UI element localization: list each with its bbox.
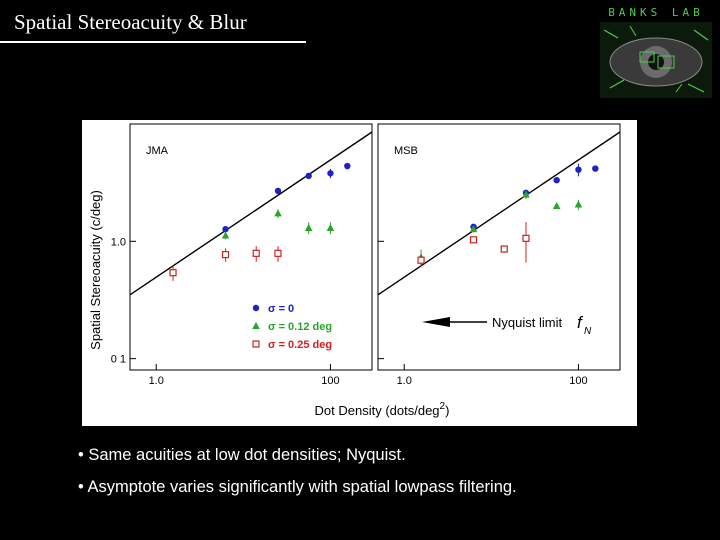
legend-label-0: σ = 0 [268,303,294,315]
y-axis-label: Spatial Stereoacuity (c/deg) [88,190,103,350]
legend-label-2: σ = 0.25 deg [268,339,332,351]
legend-marker-sigma025 [252,340,260,348]
y-tick-label: 1.0 [111,236,126,248]
panel-label-msb: MSB [394,145,418,157]
x-axis-label: Dot Density (dots/deg2) [315,401,450,418]
bullet-list: • Same acuities at low dot densities; Ny… [78,446,698,510]
logo-text: BANKS LAB [608,6,704,19]
data-point-sigma012-msb [522,190,530,198]
stereoacuity-chart: JMA 1.0 100 0 1 1.0 MSB 1.0 100 σ = 0 σ = 0.12 de… [88,123,621,418]
data-point-sigma025-msb [500,245,508,253]
x-tick-label-jma: 100 [321,375,339,387]
data-point-sigma025-jma [221,251,230,259]
legend-marker-sigma0 [252,304,260,312]
data-point-sigma0-jma [274,187,282,195]
data-point-sigma0-jma [327,170,334,177]
bullet-2: • Asymptote varies significantly with sp… [78,478,517,496]
data-point-sigma012-msb [552,202,561,209]
y-tick-label: 0 1 [111,354,126,366]
data-point-sigma012-jma [274,209,282,217]
data-point-sigma025-jma [274,249,282,257]
plot-frame-msb [377,123,621,371]
plot-frame-jma [129,123,373,371]
nyquist-line-jma [130,131,372,296]
nyquist-symbol: f [577,313,584,332]
data-point-sigma0-msb [553,176,560,184]
data-point-sigma012-msb [469,225,478,233]
nyquist-arrow-head [422,317,450,327]
banks-lab-logo: BANKS LAB [600,6,712,98]
data-point-sigma0-jma [305,172,312,180]
eye-icon [600,22,712,98]
x-axis-label-main: Dot Density (dots/deg [315,403,440,418]
nyquist-line-msb [378,131,620,296]
data-point-sigma0-jma [344,162,351,170]
data-point-sigma012-jma [304,223,313,231]
data-point-sigma025-jma [169,269,177,277]
data-point-sigma012-msb [574,200,583,208]
data-point-sigma0-msb [592,165,599,172]
bullet-1: • Same acuities at low dot densities; Ny… [78,446,406,464]
nyquist-symbol-subscript: N [584,326,592,337]
data-point-sigma025-msb [417,256,425,264]
data-point-sigma025-msb [522,234,530,242]
figure-panel: JMA 1.0 100 0 1 1.0 MSB 1.0 100 σ = 0 σ = 0.12 de… [82,120,637,426]
data-point-sigma025-msb [469,236,478,244]
data-point-sigma012-jma [326,223,335,231]
x-axis-label-sup: 2 [440,401,446,412]
x-tick-label-msb: 100 [569,375,587,387]
panel-label-jma: JMA [146,145,169,157]
title-underline [0,41,306,43]
slide-title: Spatial Stereoacuity & Blur [14,10,247,34]
data-point-sigma012-jma [221,231,230,239]
x-tick-label-jma: 1.0 [149,375,164,387]
x-tick-label-msb: 1.0 [397,375,412,387]
nyquist-annotation-label: Nyquist limit [492,315,562,330]
legend-label-1: σ = 0.12 deg [268,321,332,333]
legend-marker-sigma012 [252,322,260,329]
x-axis-label-close: ) [445,403,449,418]
data-point-sigma0-jma [222,225,229,233]
data-point-sigma025-jma [252,249,260,257]
data-point-sigma0-msb [575,166,582,173]
